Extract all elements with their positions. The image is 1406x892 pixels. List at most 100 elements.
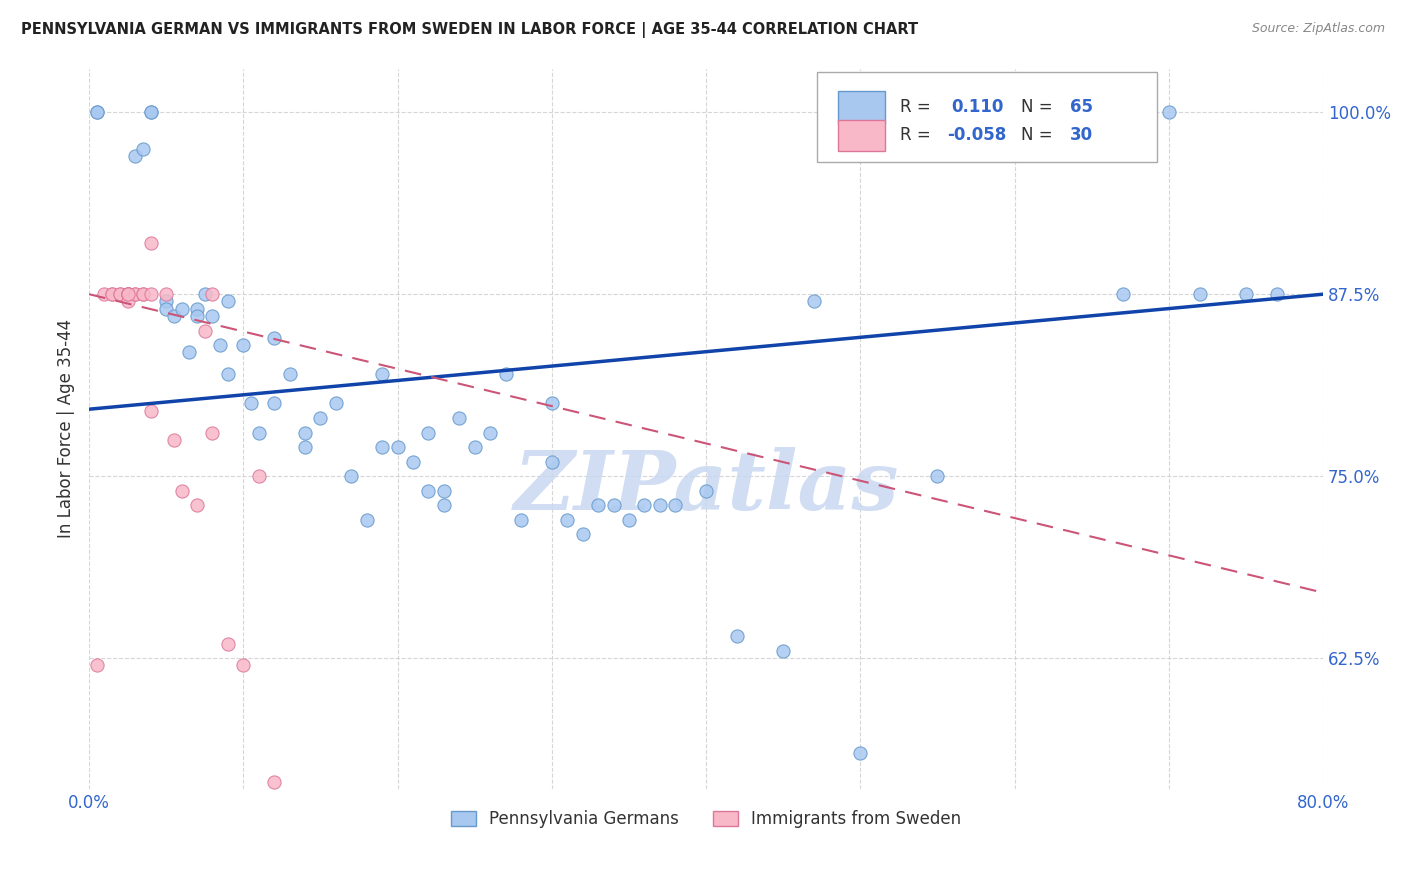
Point: [124, 287, 146, 301]
Point: [464, 440, 486, 454]
Point: [479, 425, 502, 440]
Point: [117, 287, 139, 301]
Point: [155, 301, 177, 316]
Point: [108, 287, 131, 301]
Point: [927, 469, 949, 483]
Text: R =: R =: [900, 127, 931, 145]
Point: [139, 236, 162, 251]
Point: [340, 469, 363, 483]
Point: [495, 368, 517, 382]
Point: [124, 149, 146, 163]
Point: [247, 469, 270, 483]
Point: [1265, 287, 1288, 301]
Point: [278, 368, 301, 382]
Point: [633, 498, 655, 512]
Point: [86, 105, 108, 120]
Point: [186, 498, 208, 512]
Point: [179, 345, 201, 359]
Point: [803, 294, 825, 309]
Point: [108, 287, 131, 301]
Y-axis label: In Labor Force | Age 35-44: In Labor Force | Age 35-44: [58, 319, 75, 539]
Point: [117, 294, 139, 309]
Point: [101, 287, 124, 301]
FancyBboxPatch shape: [838, 91, 884, 123]
Point: [117, 287, 139, 301]
FancyBboxPatch shape: [838, 120, 884, 152]
Point: [139, 287, 162, 301]
Text: N =: N =: [1021, 127, 1053, 145]
Point: [510, 513, 533, 527]
Point: [1188, 287, 1211, 301]
Point: [186, 309, 208, 323]
Point: [170, 301, 193, 316]
Point: [186, 301, 208, 316]
Point: [124, 287, 146, 301]
Point: [232, 338, 254, 352]
Text: PENNSYLVANIA GERMAN VS IMMIGRANTS FROM SWEDEN IN LABOR FORCE | AGE 35-44 CORRELA: PENNSYLVANIA GERMAN VS IMMIGRANTS FROM S…: [21, 22, 918, 38]
Point: [571, 527, 593, 541]
Text: R =: R =: [900, 98, 931, 116]
Point: [648, 498, 671, 512]
Point: [540, 455, 562, 469]
Point: [139, 105, 162, 120]
FancyBboxPatch shape: [817, 72, 1157, 162]
Point: [664, 498, 686, 512]
Point: [602, 498, 624, 512]
Text: N =: N =: [1021, 98, 1053, 116]
Point: [418, 425, 440, 440]
Point: [294, 425, 316, 440]
Point: [772, 644, 794, 658]
Point: [209, 338, 232, 352]
Point: [194, 324, 217, 338]
Point: [117, 287, 139, 301]
Point: [371, 440, 394, 454]
Text: Source: ZipAtlas.com: Source: ZipAtlas.com: [1251, 22, 1385, 36]
Point: [325, 396, 347, 410]
Point: [449, 411, 471, 425]
Point: [86, 658, 108, 673]
Point: [170, 483, 193, 498]
Point: [240, 396, 263, 410]
Text: 0.110: 0.110: [952, 98, 1004, 116]
Point: [194, 287, 217, 301]
Point: [725, 629, 748, 643]
Text: 65: 65: [1070, 98, 1092, 116]
Point: [433, 483, 456, 498]
Point: [418, 483, 440, 498]
Text: 30: 30: [1070, 127, 1094, 145]
Point: [387, 440, 409, 454]
Point: [1111, 287, 1133, 301]
Point: [163, 433, 186, 447]
Point: [132, 142, 155, 156]
Point: [201, 425, 224, 440]
Point: [402, 455, 425, 469]
Point: [263, 775, 285, 789]
Point: [555, 513, 578, 527]
Point: [201, 287, 224, 301]
Legend: Pennsylvania Germans, Immigrants from Sweden: Pennsylvania Germans, Immigrants from Sw…: [444, 804, 967, 835]
Point: [139, 403, 162, 417]
Point: [247, 425, 270, 440]
Point: [117, 287, 139, 301]
Point: [217, 368, 239, 382]
Point: [163, 309, 186, 323]
Point: [117, 287, 139, 301]
Point: [86, 105, 108, 120]
Point: [356, 513, 378, 527]
Point: [617, 513, 640, 527]
Point: [217, 637, 239, 651]
Point: [263, 396, 285, 410]
Point: [849, 746, 872, 760]
Text: -0.058: -0.058: [946, 127, 1007, 145]
Point: [217, 294, 239, 309]
Point: [1157, 105, 1180, 120]
Point: [1035, 105, 1057, 120]
Point: [155, 294, 177, 309]
Point: [132, 287, 155, 301]
Point: [155, 287, 177, 301]
Point: [263, 331, 285, 345]
Point: [201, 309, 224, 323]
Text: ZIPatlas: ZIPatlas: [513, 447, 898, 526]
Point: [139, 105, 162, 120]
Point: [433, 498, 456, 512]
